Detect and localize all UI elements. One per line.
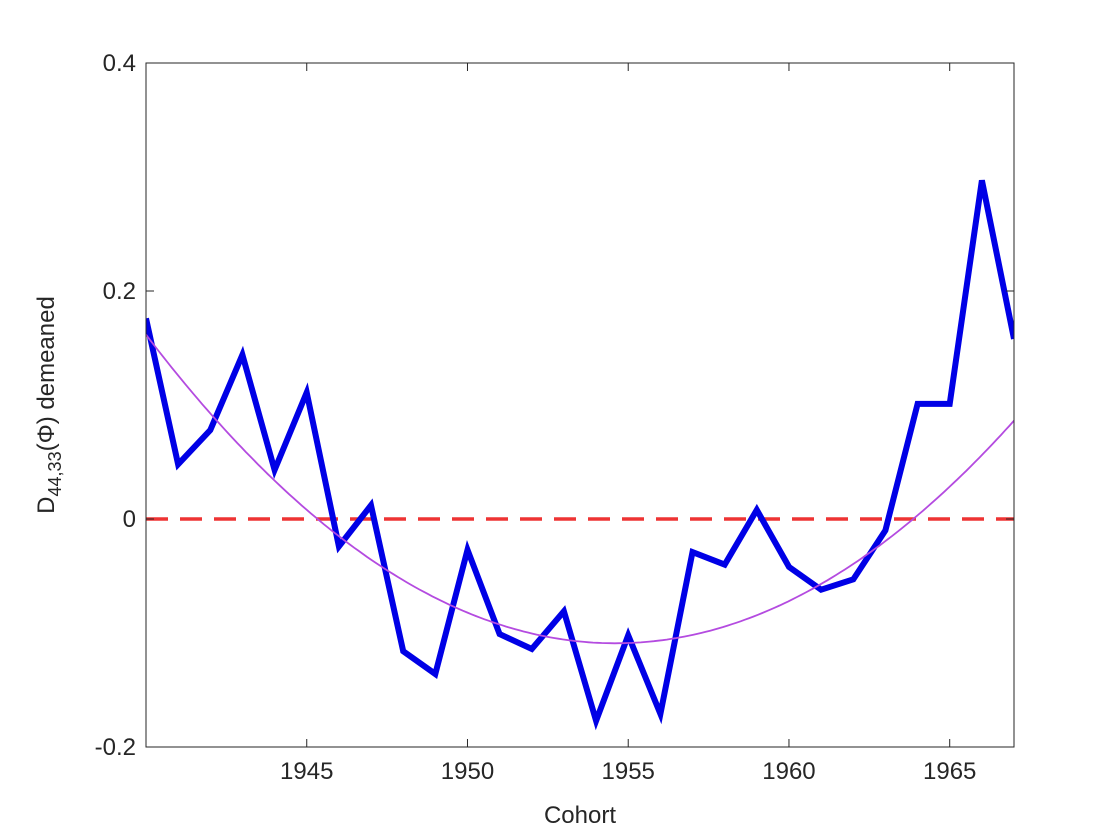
y-axis-label: D44,33(Φ) demeaned: [33, 296, 65, 514]
x-tick-label: 1955: [602, 758, 655, 785]
plot-area: [146, 179, 1014, 731]
quadratic-fit-curve: [146, 334, 1014, 645]
y-tick-label: 0: [123, 506, 136, 533]
y-tick-label: 0.4: [103, 50, 136, 77]
y-tick-label: -0.2: [95, 734, 136, 761]
x-tick-label: 1965: [923, 758, 976, 785]
cohort-series-line: [146, 179, 1014, 731]
x-axis-label: Cohort: [544, 802, 616, 829]
x-tick-label: 1945: [280, 758, 333, 785]
x-tick-label: 1960: [762, 758, 815, 785]
y-axis-label-subscript: 44,33: [45, 451, 65, 496]
y-axis-label-base: D: [33, 496, 60, 513]
y-tick-label: 0.2: [103, 278, 136, 305]
y-axis-label-suffix: (Φ) demeaned: [33, 296, 60, 451]
axes-box: [145, 62, 1015, 748]
x-tick-label: 1950: [441, 758, 494, 785]
ticks: 1945 1950 1955 1960 1965 -0.2 0 0.2 0.4: [95, 50, 1014, 785]
